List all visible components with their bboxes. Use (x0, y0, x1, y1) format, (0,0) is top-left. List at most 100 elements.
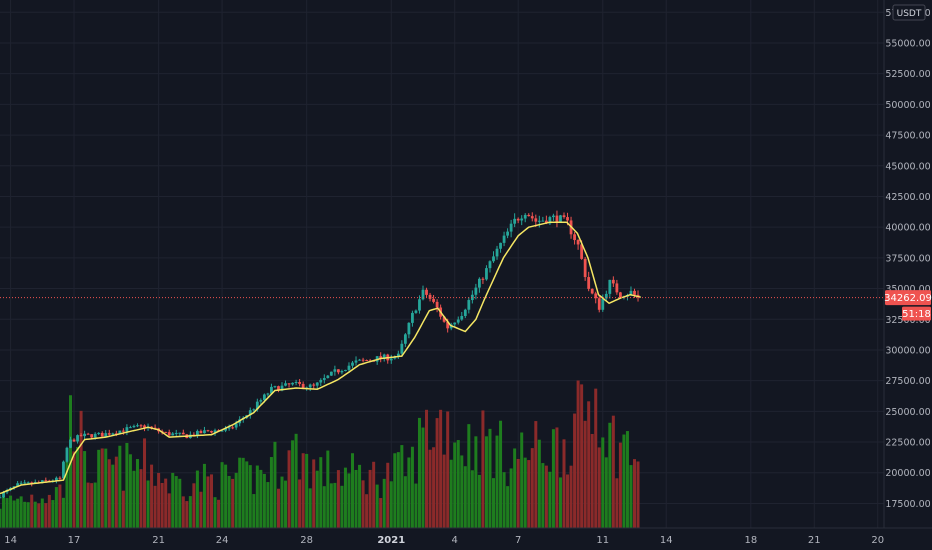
volume-bar (428, 449, 432, 528)
candle-body (174, 433, 178, 435)
candle-body (132, 425, 136, 428)
candle-body (322, 378, 326, 380)
candle-body (361, 359, 365, 361)
current-price-badge: 34262.09 (884, 290, 932, 306)
volume-bar (284, 480, 288, 528)
volume-bar (195, 470, 199, 528)
volume-bar (33, 501, 37, 528)
price-tick-label: 52500.00 (885, 69, 930, 80)
candle-body (30, 482, 34, 484)
volume-bar (206, 476, 210, 528)
candle-body (167, 432, 171, 436)
candle-body (100, 432, 104, 437)
price-tick-label: 45000.00 (885, 161, 930, 172)
volume-bar (347, 473, 351, 528)
volume-bar (400, 445, 404, 528)
volume-bar (513, 448, 517, 528)
candle-body (396, 353, 400, 357)
volume-bar (403, 476, 407, 528)
candle-body (114, 433, 118, 435)
volume-bar (220, 462, 224, 528)
volume-bar (474, 436, 478, 528)
volume-bar (54, 487, 58, 528)
volume-bar (467, 424, 471, 528)
candle-body (502, 235, 506, 243)
volume-bar (224, 464, 228, 528)
volume-bar (0, 508, 2, 528)
candle-body (143, 425, 146, 428)
candle-body (58, 477, 62, 479)
volume-bar (107, 459, 111, 528)
candle-body (90, 434, 94, 438)
candle-body (403, 334, 407, 344)
candle-body (55, 477, 58, 481)
volume-bar (150, 464, 154, 528)
volume-bar (608, 422, 612, 528)
volume-bar (509, 468, 513, 528)
volume-bar (566, 474, 570, 528)
candle-body (358, 359, 361, 361)
volume-bar (160, 482, 164, 528)
volume-bar (294, 433, 298, 528)
volume-bar (446, 411, 450, 528)
candle-body (481, 278, 485, 280)
candle-body (118, 430, 122, 434)
volume-bar (576, 380, 580, 528)
candle-body (597, 298, 601, 310)
volume-bar (534, 421, 538, 528)
volume-bar (213, 497, 217, 528)
candle-body (418, 299, 421, 311)
volume-bar (83, 451, 87, 528)
volume-bar (492, 478, 495, 528)
candle-body (259, 400, 263, 402)
volume-bar (477, 474, 481, 528)
volume-bar (343, 467, 347, 528)
candle-body (379, 356, 383, 359)
volume-bar (396, 452, 400, 528)
candle-body (107, 433, 111, 435)
candle-body (298, 381, 302, 384)
volume-bar (61, 497, 65, 528)
candle-body (326, 375, 330, 379)
volume-bar (227, 475, 231, 528)
candle-body (619, 292, 622, 298)
volume-bar (30, 494, 34, 528)
volume-bar (442, 454, 446, 528)
volume-bar (44, 503, 48, 528)
current-price-label: 34262.09 (884, 293, 932, 304)
candle-body (432, 298, 435, 302)
volume-bar (460, 455, 464, 528)
volume-bar (548, 471, 552, 528)
candle-body (86, 433, 90, 435)
candle-body (16, 483, 20, 487)
candle-body (548, 217, 552, 224)
volume-bar (375, 484, 379, 528)
volume-bar (19, 496, 23, 528)
volume-bar (287, 450, 291, 528)
price-axis[interactable]: 17500.00 20000.00 22500.00 25000.00 27500.00… (884, 0, 932, 528)
volume-bar (506, 486, 510, 528)
volume-bar (410, 446, 414, 528)
volume-bar (104, 448, 108, 528)
price-tick-label: 20000.00 (885, 468, 930, 479)
candle-body (633, 290, 636, 295)
volume-bar (354, 469, 358, 528)
unit-badge[interactable]: USDT (892, 4, 926, 21)
candle-body (301, 383, 305, 389)
volume-bar (231, 478, 235, 528)
candle-body (252, 409, 256, 411)
volume-bar (26, 502, 30, 528)
candle-body (234, 423, 238, 428)
volume-bar (181, 496, 185, 528)
volume-bar (425, 409, 429, 528)
volume-bar (379, 498, 383, 528)
volume-bar (118, 445, 122, 528)
price-tick-label: 42500.00 (885, 192, 930, 203)
candle-body (435, 301, 439, 308)
candle-body (273, 386, 277, 388)
candle-body (319, 379, 323, 383)
volume-bar (259, 469, 263, 528)
